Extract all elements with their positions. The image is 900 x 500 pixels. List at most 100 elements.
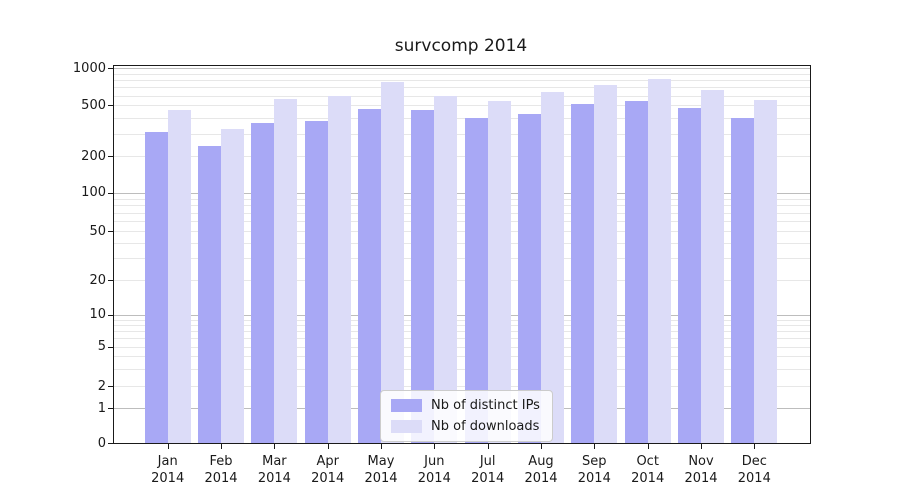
gridline-minor-300 <box>114 133 810 135</box>
ytick-mark-0 <box>108 443 114 444</box>
legend-item-downloads: Nb of downloads <box>391 419 540 434</box>
gridline-minor-800 <box>114 80 810 82</box>
gridline-minor-6 <box>114 338 810 340</box>
ytick-label-1000: 1000 <box>72 60 106 76</box>
xtick-year: 2014 <box>524 471 558 486</box>
gridline-major-100 <box>114 192 810 194</box>
ytick-mark-1000 <box>108 68 114 70</box>
xtick-month: Apr <box>316 454 339 469</box>
ytick-label-200: 200 <box>81 148 106 164</box>
xtick-month: Aug <box>528 454 554 469</box>
xtick-mark-feb <box>221 444 222 449</box>
xtick-year: 2014 <box>577 471 611 486</box>
xtick-mark-jan <box>167 444 169 449</box>
ytick-mark-100 <box>108 192 114 194</box>
gridline-minor-80 <box>114 205 810 207</box>
xtick-label-jun: Jun 2014 <box>404 453 464 487</box>
legend-swatch-distinct-ips <box>391 399 422 412</box>
bar-nb-of-distinct-ips-aug <box>518 113 541 443</box>
legend-swatch-downloads <box>391 420 422 433</box>
xtick-label-mar: Mar 2014 <box>244 453 304 487</box>
xtick-month: Mar <box>262 454 287 469</box>
gridline-minor-9 <box>114 319 810 321</box>
ytick-label-1: 1 <box>97 400 106 416</box>
xtick-year: 2014 <box>684 471 718 486</box>
gridline-minor-400 <box>114 117 810 119</box>
ytick-mark-200 <box>108 156 114 158</box>
gridline-minor-900 <box>114 73 810 75</box>
xtick-month: Dec <box>741 454 767 469</box>
bar-nb-of-downloads-jan <box>167 110 191 443</box>
ytick-mark-2 <box>108 386 114 388</box>
xtick-mark-jun <box>434 444 436 449</box>
xtick-month: Jan <box>157 454 178 469</box>
bar-nb-of-downloads-oct <box>647 79 671 443</box>
xtick-mark-jul <box>487 444 489 449</box>
xtick-year: 2014 <box>631 471 665 486</box>
plot-area: 0 1 2 5 10 20 50 100 200 500 1000 Jan 2014 Feb 2014 Ma… <box>73 61 811 486</box>
ytick-label-2: 2 <box>97 378 106 394</box>
bar-nb-of-distinct-ips-jan <box>144 131 168 443</box>
xtick-year: 2014 <box>417 471 451 486</box>
xtick-label-nov: Nov 2014 <box>671 453 731 487</box>
ytick-label-0: 0 <box>97 435 106 451</box>
xtick-label-may: May 2014 <box>351 453 411 487</box>
legend: Nb of distinct IPs Nb of downloads <box>380 390 553 442</box>
xtick-year: 2014 <box>311 471 345 486</box>
xtick-label-oct: Oct 2014 <box>618 453 678 487</box>
xtick-mark-aug <box>541 444 542 449</box>
ytick-mark-500 <box>108 105 114 107</box>
xtick-month: Oct <box>636 454 659 469</box>
bar-nb-of-downloads-dec <box>754 99 778 443</box>
bar-nb-of-distinct-ips-dec <box>731 118 755 443</box>
xtick-month: Nov <box>688 454 714 469</box>
bar-nb-of-distinct-ips-oct <box>624 101 648 443</box>
gridline-minor-30 <box>114 258 810 260</box>
bar-nb-of-downloads-sep <box>594 84 618 443</box>
gridline-major-10 <box>114 314 810 316</box>
bar-nb-of-distinct-ips-nov <box>678 107 701 443</box>
gridline-minor-7 <box>114 331 810 333</box>
bar-nb-of-distinct-ips-mar <box>251 122 275 443</box>
ytick-mark-50 <box>108 231 114 233</box>
gridline-minor-40 <box>114 243 810 245</box>
bar-nb-of-distinct-ips-jun <box>411 110 435 443</box>
xtick-label-feb: Feb 2014 <box>191 453 251 487</box>
bar-nb-of-downloads-mar <box>274 98 298 443</box>
gridline-minor-200 <box>114 156 810 158</box>
ytick-label-10: 10 <box>89 307 106 323</box>
xtick-month: Sep <box>582 454 607 469</box>
bar-nb-of-downloads-apr <box>327 96 351 443</box>
xtick-year: 2014 <box>257 471 291 486</box>
xtick-mark-dec <box>754 444 756 449</box>
xtick-label-dec: Dec 2014 <box>724 453 784 487</box>
gridline-minor-5 <box>114 346 810 348</box>
gridline-minor-500 <box>114 105 810 107</box>
gridline-minor-2 <box>114 386 810 388</box>
bar-nb-of-distinct-ips-sep <box>571 103 595 443</box>
gridline-minor-90 <box>114 198 810 200</box>
ytick-label-50: 50 <box>89 223 106 239</box>
xtick-mark-apr <box>327 444 329 449</box>
xtick-year: 2014 <box>471 471 505 486</box>
ytick-label-20: 20 <box>89 272 106 288</box>
xtick-year: 2014 <box>204 471 238 486</box>
xtick-mark-mar <box>274 444 276 449</box>
gridline-minor-8 <box>114 325 810 327</box>
xtick-month: May <box>367 454 395 469</box>
bar-nb-of-downloads-nov <box>701 89 724 443</box>
xtick-label-sep: Sep 2014 <box>564 453 624 487</box>
xtick-label-aug: Aug 2014 <box>511 453 571 487</box>
bar-nb-of-distinct-ips-apr <box>304 120 328 443</box>
xtick-label-jul: Jul 2014 <box>458 453 518 487</box>
xtick-mark-oct <box>647 444 649 449</box>
xtick-month: Jun <box>424 454 445 469</box>
bar-nb-of-distinct-ips-feb <box>198 146 221 443</box>
legend-label-distinct-ips: Nb of distinct IPs <box>431 398 540 413</box>
ytick-mark-20 <box>108 280 114 282</box>
gridline-minor-50 <box>114 231 810 233</box>
bar-nb-of-downloads-jun <box>434 95 458 443</box>
bar-nb-of-downloads-may <box>381 81 404 443</box>
gridline-minor-60 <box>114 221 810 222</box>
